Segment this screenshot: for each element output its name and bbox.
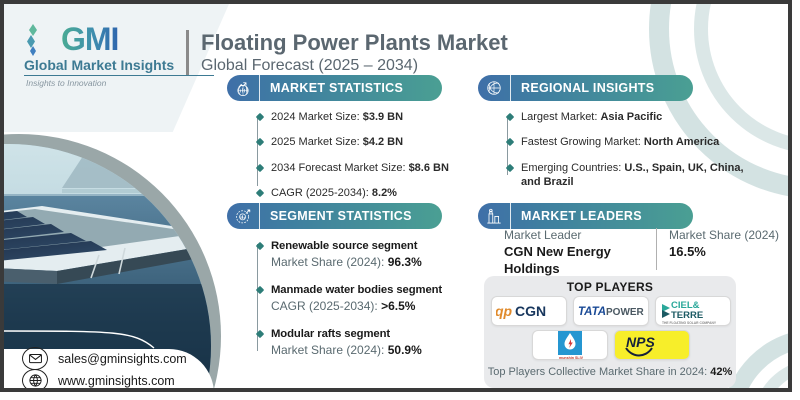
svg-text:TERRE: TERRE — [671, 310, 703, 321]
svg-text:qp: qp — [496, 303, 513, 319]
svg-text:THE FLOATING SOLAR COMPANY: THE FLOATING SOLAR COMPANY — [662, 321, 717, 325]
svg-text:NPS: NPS — [626, 334, 655, 350]
svg-text:TATA: TATA — [578, 306, 606, 318]
svg-text:POWER: POWER — [606, 307, 644, 318]
svg-text:munshin SLIVR: munshin SLIVR — [559, 356, 583, 360]
svg-text:CGN: CGN — [515, 303, 546, 319]
